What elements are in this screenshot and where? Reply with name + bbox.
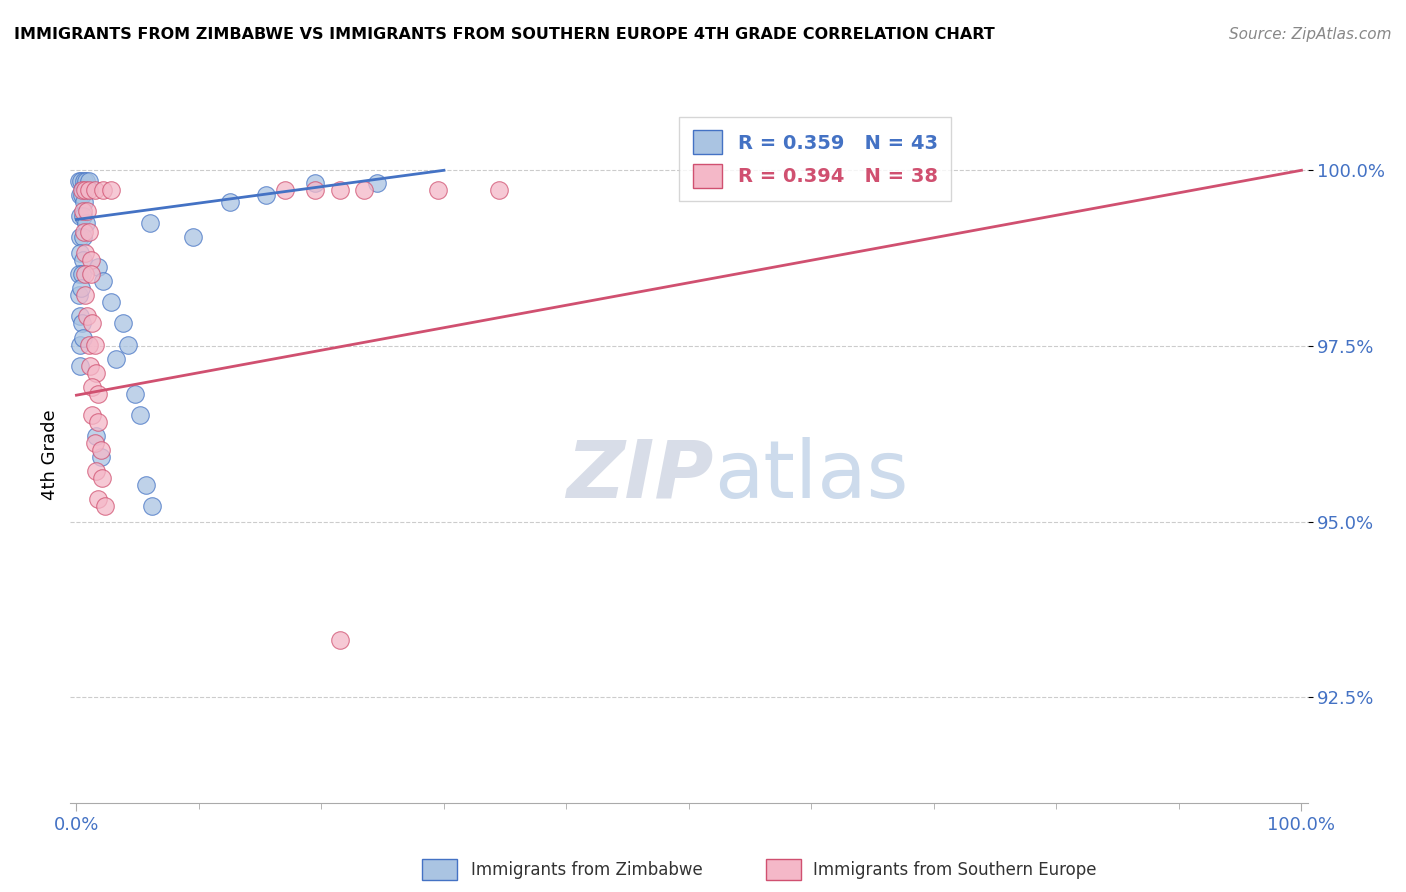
Y-axis label: 4th Grade: 4th Grade [41, 409, 59, 500]
Point [72, 204, 94, 219]
Text: Immigrants from Zimbabwe: Immigrants from Zimbabwe [471, 861, 703, 879]
Point [75, 216, 97, 230]
Point [69, 337, 91, 351]
Point [93, 183, 115, 197]
Point [72, 209, 94, 223]
Point [73, 246, 96, 260]
Point [69, 209, 91, 223]
Point [75, 174, 97, 188]
Point [304, 183, 326, 197]
Point [72, 253, 94, 268]
Point [83, 436, 105, 450]
Point [72, 330, 94, 344]
Point [84, 464, 107, 478]
Point [77, 174, 100, 188]
Point [69, 310, 91, 324]
Point [366, 176, 388, 190]
Point [84, 429, 107, 443]
Point [76, 204, 98, 219]
Point [91, 471, 114, 485]
Point [73, 268, 96, 282]
Point [93, 500, 115, 514]
Point [87, 386, 110, 401]
Point [139, 216, 162, 230]
Text: atlas: atlas [714, 437, 908, 515]
Point [80, 268, 103, 282]
Point [67, 288, 90, 302]
Point [111, 317, 134, 331]
Point [77, 183, 100, 197]
Point [70, 183, 93, 197]
Text: IMMIGRANTS FROM ZIMBABWE VS IMMIGRANTS FROM SOUTHERN EUROPE 4TH GRADE CORRELATIO: IMMIGRANTS FROM ZIMBABWE VS IMMIGRANTS F… [14, 27, 995, 42]
Point [73, 225, 96, 239]
Text: Immigrants from Southern Europe: Immigrants from Southern Europe [813, 861, 1097, 879]
Point [69, 230, 91, 244]
Point [254, 187, 277, 202]
Point [67, 268, 90, 282]
Point [304, 176, 326, 190]
Point [67, 174, 90, 188]
Point [77, 337, 100, 351]
Point [84, 366, 107, 380]
Point [181, 230, 204, 244]
Point [100, 183, 122, 197]
Point [73, 174, 96, 188]
Point [100, 295, 122, 310]
Point [129, 408, 152, 422]
Point [273, 183, 295, 197]
Point [82, 408, 104, 422]
Point [488, 183, 510, 197]
Point [426, 183, 449, 197]
Point [76, 310, 98, 324]
Point [124, 386, 146, 401]
Point [104, 351, 127, 366]
Point [79, 359, 101, 373]
Point [69, 174, 91, 188]
Point [70, 268, 93, 282]
Point [82, 317, 104, 331]
Text: Source: ZipAtlas.com: Source: ZipAtlas.com [1229, 27, 1392, 42]
Legend: R = 0.359   N = 43, R = 0.394   N = 38: R = 0.359 N = 43, R = 0.394 N = 38 [679, 117, 952, 202]
Point [90, 450, 112, 464]
Point [353, 183, 375, 197]
Point [90, 442, 112, 457]
Point [87, 415, 110, 429]
Point [69, 359, 91, 373]
Text: ZIP: ZIP [567, 437, 714, 515]
Point [141, 500, 163, 514]
Point [218, 194, 240, 209]
Point [83, 183, 105, 197]
Point [72, 230, 94, 244]
Point [93, 274, 115, 288]
Point [73, 194, 96, 209]
Point [83, 337, 105, 351]
Point [69, 246, 91, 260]
Point [80, 253, 103, 268]
Point [87, 492, 110, 507]
Point [329, 632, 352, 647]
Point [70, 187, 93, 202]
Point [77, 225, 100, 239]
Point [117, 337, 139, 351]
Point [329, 183, 352, 197]
Point [82, 380, 104, 394]
Point [87, 260, 110, 275]
Point [70, 281, 93, 295]
Point [72, 181, 94, 195]
Point [73, 288, 96, 302]
Point [135, 478, 157, 492]
Point [73, 183, 96, 197]
Point [72, 317, 94, 331]
Point [69, 187, 91, 202]
